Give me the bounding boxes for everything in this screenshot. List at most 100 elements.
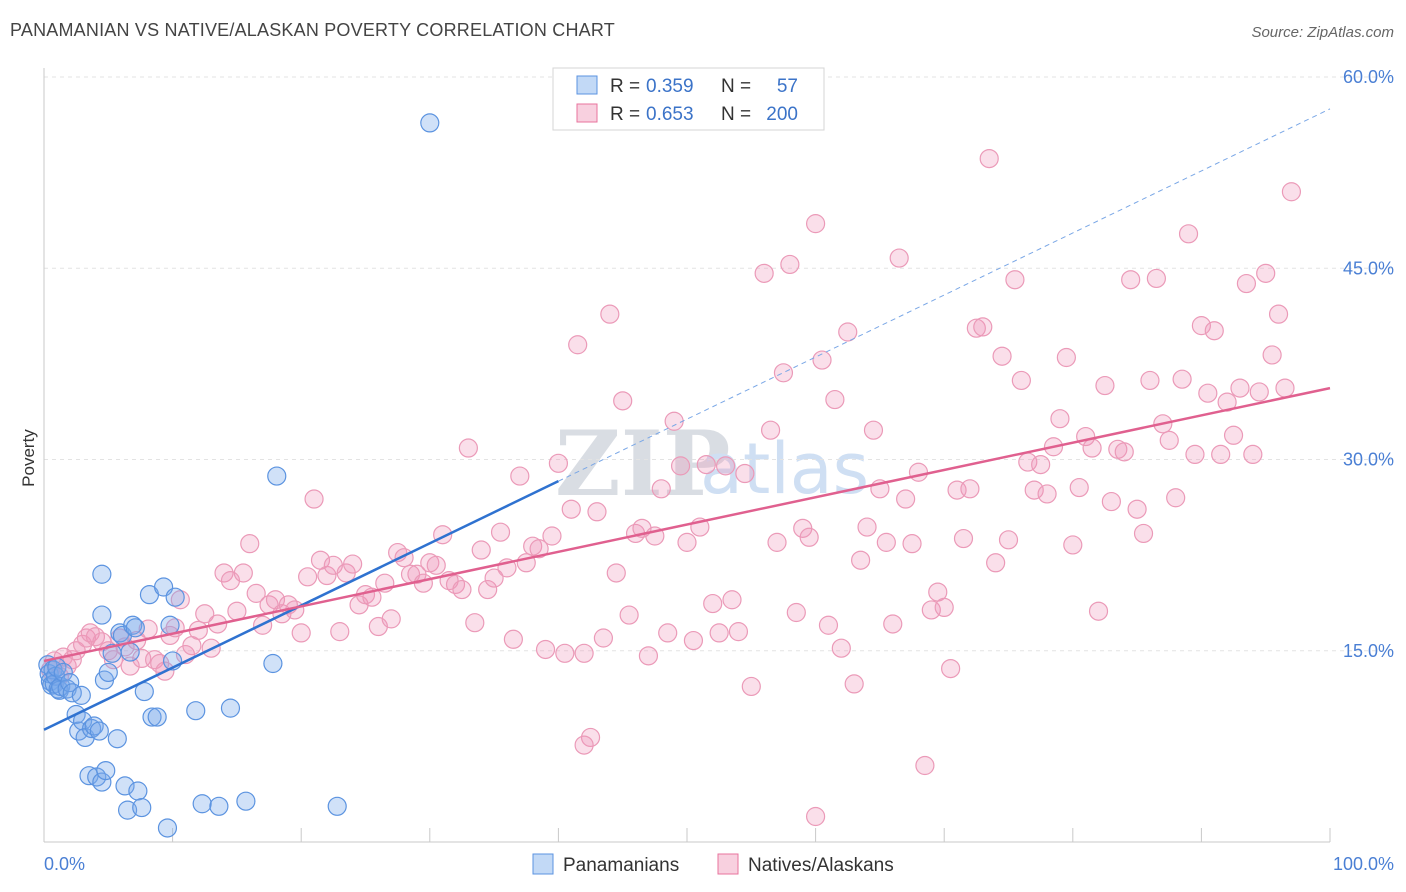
legend-r-value-1: 0.359 [646,76,694,97]
point-natives [246,583,266,603]
point-panamanians [115,776,135,796]
point-natives [593,628,614,648]
point-natives [838,322,858,342]
legend: R = 0.359 N = 57 R = 0.653 N = 200 [552,67,825,131]
x-tick-label-min: 0.0% [44,854,85,874]
point-natives [1101,491,1121,512]
trend-panamanians-extension [558,108,1331,482]
point-natives [1069,477,1089,498]
legend-r-label-2: R = [610,104,640,125]
point-natives [580,727,601,748]
point-natives [1281,182,1302,202]
point-natives [103,650,124,670]
y-tick-label: 45.0% [1343,258,1394,278]
point-natives [683,630,704,651]
point-natives [986,553,1006,573]
point-natives [1114,442,1134,462]
point-natives [677,532,697,552]
point-natives [760,420,781,440]
point-natives [484,568,504,588]
point-natives [780,254,800,275]
point-natives [291,623,311,643]
point-natives [728,622,749,642]
point-natives [812,350,832,370]
y-tick-label: 15.0% [1343,641,1394,661]
legend-n-label-1: N = [721,76,751,97]
point-natives [735,463,755,484]
point-natives [844,674,864,694]
point-natives [1146,268,1166,289]
point-natives [343,554,363,574]
point-natives [265,590,286,610]
point-natives [600,304,620,324]
point-panamanians [96,760,116,781]
point-natives [1095,375,1115,396]
point-natives [896,489,916,509]
point-natives [555,643,575,663]
point-natives [214,563,234,583]
legend-n-label-2: N = [721,104,751,125]
point-natives [966,318,986,338]
point-natives [1166,488,1186,508]
point-natives [465,613,485,633]
point-panamanians [120,642,140,662]
point-natives [458,438,478,458]
point-natives [1127,499,1147,519]
y-axis-label: Poverty [19,429,38,487]
point-natives [992,346,1012,366]
point-natives [330,622,350,642]
point-natives [818,615,839,635]
point-natives [709,623,729,643]
point-natives [799,527,819,547]
point-natives [1037,484,1057,504]
point-natives [664,411,684,431]
point-natives [1172,369,1192,389]
point-natives [413,573,433,593]
point-panamanians [165,587,185,607]
trend-natives [43,386,1331,663]
point-natives [1249,382,1269,402]
point-natives [1024,480,1044,500]
point-natives [1243,444,1263,464]
point-natives [478,579,498,600]
point-natives [1121,270,1141,290]
point-natives [535,639,556,660]
point-natives [110,628,130,648]
point-natives [851,550,871,570]
point-natives [381,609,401,629]
x-tick-label-max: 100.0% [1333,854,1394,874]
point-natives [915,755,935,776]
point-natives [741,676,761,697]
point-natives [170,590,190,610]
point-natives [1056,347,1076,368]
point-natives [317,565,337,586]
legend-box [552,67,825,131]
bottom-legend-label-panamanians: Panamanians [563,855,679,876]
point-natives [876,532,896,552]
point-natives [941,658,961,679]
point-panamanians [236,791,256,811]
point-panamanians [263,653,283,674]
point-panamanians [267,466,287,486]
point-natives [638,646,659,666]
bottom-legend-swatch-blue [532,853,554,875]
watermark-zip: ZIP [555,411,730,517]
point-natives [120,656,140,676]
point-panamanians [125,618,145,638]
point-natives [568,335,588,355]
point-natives [452,579,472,600]
point-natives [574,643,594,663]
point-natives [973,317,993,337]
point-natives [1159,430,1179,450]
point-natives [786,602,806,623]
point-natives [979,149,999,169]
point-natives [651,479,671,499]
point-panamanians [186,701,206,721]
point-natives [490,522,511,542]
legend-r-label-1: R = [610,76,640,97]
point-natives [696,455,716,475]
point-natives [548,453,569,473]
legend-swatch-pink [576,103,598,123]
point-natives [825,389,845,410]
legend-swatch-blue [576,75,598,95]
